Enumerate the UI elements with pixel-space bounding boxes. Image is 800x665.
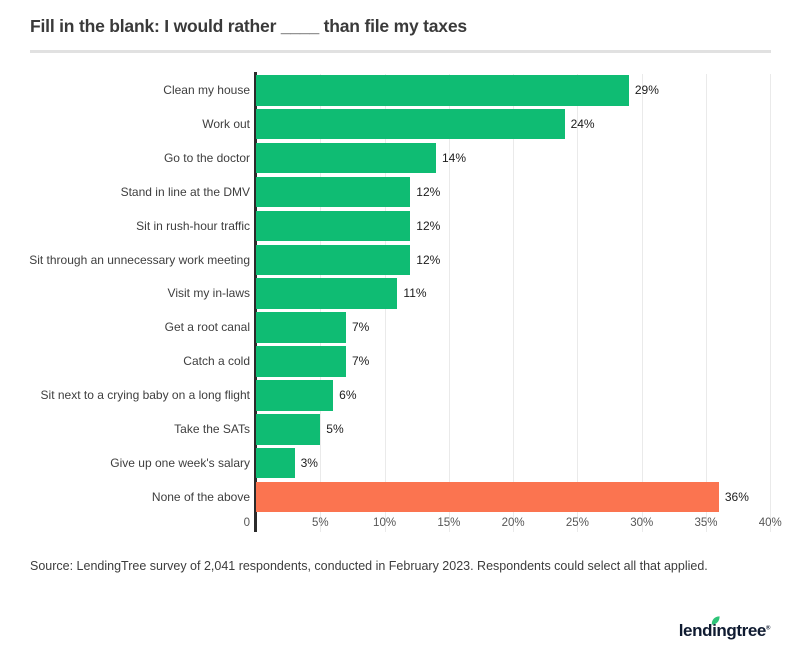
bar (256, 142, 436, 174)
value-label: 12% (416, 252, 441, 267)
value-label: 6% (339, 388, 357, 403)
category-label: Stand in line at the DMV (120, 184, 250, 199)
category-label: Work out (202, 116, 250, 131)
y-axis-line (254, 72, 257, 532)
x-tick-label: 0 (243, 517, 250, 529)
bar (256, 346, 346, 377)
gridline (770, 74, 772, 532)
category-label: Sit in rush-hour traffic (136, 218, 250, 233)
category-label: Sit next to a crying baby on a long flig… (40, 388, 250, 403)
category-label: Catch a cold (183, 354, 250, 369)
bar (256, 380, 334, 411)
value-label: 7% (351, 354, 370, 369)
x-tick-label: 30% (630, 517, 654, 529)
bar (256, 176, 411, 208)
x-tick-label: 5% (311, 517, 329, 529)
chart-title: Fill in the blank: I would rather ____ t… (30, 16, 467, 36)
value-label: 14% (441, 150, 467, 165)
category-label: Visit my in-laws (167, 286, 250, 301)
gridline (705, 74, 707, 532)
value-label: 7% (351, 320, 370, 335)
title-divider (30, 50, 771, 53)
bar (256, 108, 565, 140)
x-tick-label: 25% (565, 517, 589, 529)
category-label: Clean my house (163, 83, 250, 97)
value-label: 11% (403, 286, 427, 301)
gridline (641, 74, 643, 532)
bar (256, 278, 398, 309)
gridline (577, 74, 579, 532)
x-tick-label: 10% (373, 517, 397, 529)
registered-mark: ® (765, 625, 770, 632)
value-label: 24% (570, 116, 595, 131)
logo-text: lendingtree (678, 621, 767, 640)
value-label: 12% (416, 184, 441, 199)
lendingtree-logo: lendingtree® (678, 616, 770, 641)
value-label: 12% (416, 218, 441, 233)
category-label: Take the SATs (174, 422, 250, 436)
category-label: None of the above (151, 489, 250, 504)
value-label: 5% (326, 422, 344, 436)
source-note: Source: LendingTree survey of 2,041 resp… (30, 559, 708, 573)
x-tick-label: 15% (437, 517, 461, 529)
gridline (513, 74, 515, 532)
value-label: 3% (300, 455, 318, 470)
x-tick-label: 20% (501, 517, 525, 529)
leaf-icon (711, 616, 720, 625)
bar (256, 75, 629, 106)
category-label: Get a root canal (164, 320, 250, 335)
bar (256, 447, 295, 479)
value-label: 29% (634, 83, 659, 97)
value-label: 36% (724, 489, 749, 504)
bar (256, 414, 321, 445)
category-label: Go to the doctor (163, 150, 250, 165)
x-tick-label: 40% (758, 517, 782, 529)
x-tick-label: 35% (694, 517, 718, 529)
bar (256, 481, 719, 513)
gridline (448, 74, 450, 532)
category-label: Sit through an unnecessary work meeting (29, 252, 250, 267)
category-label: Give up one week's salary (110, 455, 250, 470)
bar (256, 312, 346, 343)
bar (256, 210, 411, 242)
bar (256, 244, 411, 276)
